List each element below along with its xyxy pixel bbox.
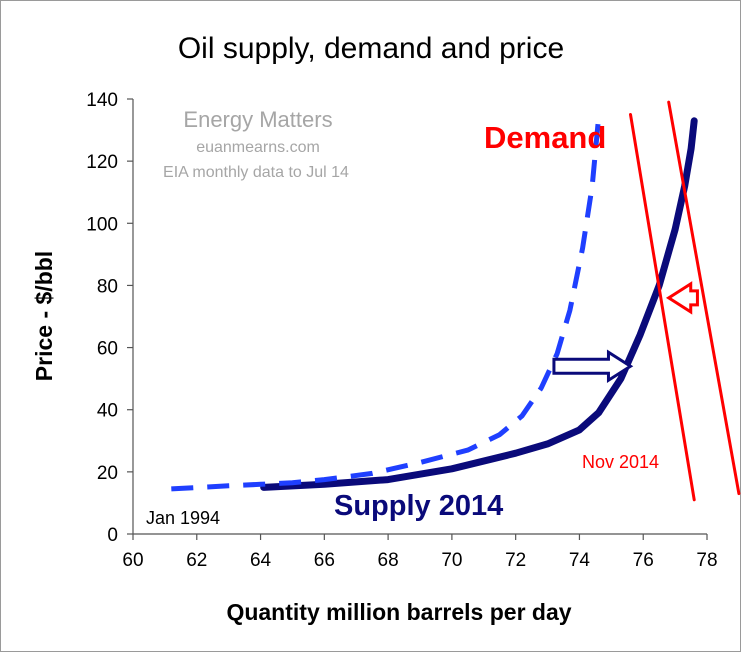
start-label: Jan 1994 <box>146 508 220 528</box>
demand-shift-arrow <box>665 281 699 315</box>
chart-title: Oil supply, demand and price <box>178 32 564 65</box>
x-tick-label: 68 <box>378 550 399 571</box>
x-tick-label: 66 <box>314 550 335 571</box>
x-tick-label: 74 <box>569 550 591 571</box>
demand-label: Demand <box>484 120 606 155</box>
x-axis-label: Quantity million barrels per day <box>226 599 571 625</box>
supply-2014-line <box>260 117 698 491</box>
y-tick-label: 80 <box>97 276 118 297</box>
demand-line-1994 <box>667 100 741 496</box>
x-tick-labels: 60 62 64 66 68 70 72 74 76 78 <box>122 550 717 571</box>
demand-line-2014 <box>629 113 696 502</box>
x-tick-label: 64 <box>250 550 272 571</box>
y-tick-label: 40 <box>97 401 118 422</box>
supply-1994-dashed-line <box>171 117 602 492</box>
supply-shift-arrow <box>552 349 634 383</box>
x-tick-label: 72 <box>505 550 526 571</box>
x-tick-label: 62 <box>186 550 207 571</box>
y-tick-label: 120 <box>86 152 118 173</box>
y-tick-label: 0 <box>107 525 118 546</box>
watermark-note: EIA monthly data to Jul 14 <box>163 164 349 181</box>
y-tick-label: 100 <box>86 214 118 235</box>
axes <box>127 98 708 540</box>
supply-label: Supply 2014 <box>334 490 503 522</box>
end-label: Nov 2014 <box>582 452 659 472</box>
arrows-group <box>552 281 699 383</box>
watermark-site: euanmearns.com <box>196 139 320 156</box>
x-tick-label: 76 <box>633 550 654 571</box>
watermark-title: Energy Matters <box>183 107 332 132</box>
y-tick-label: 60 <box>97 339 118 360</box>
y-tick-label: 140 <box>86 90 118 111</box>
series-group <box>171 100 741 502</box>
y-tick-labels: 0 20 40 60 80 100 120 140 <box>86 90 118 546</box>
y-axis-label: Price - $/bbl <box>31 251 57 381</box>
x-tick-label: 70 <box>441 550 462 571</box>
x-tick-label: 60 <box>122 550 143 571</box>
y-tick-label: 20 <box>97 463 118 484</box>
x-tick-label: 78 <box>696 550 717 571</box>
